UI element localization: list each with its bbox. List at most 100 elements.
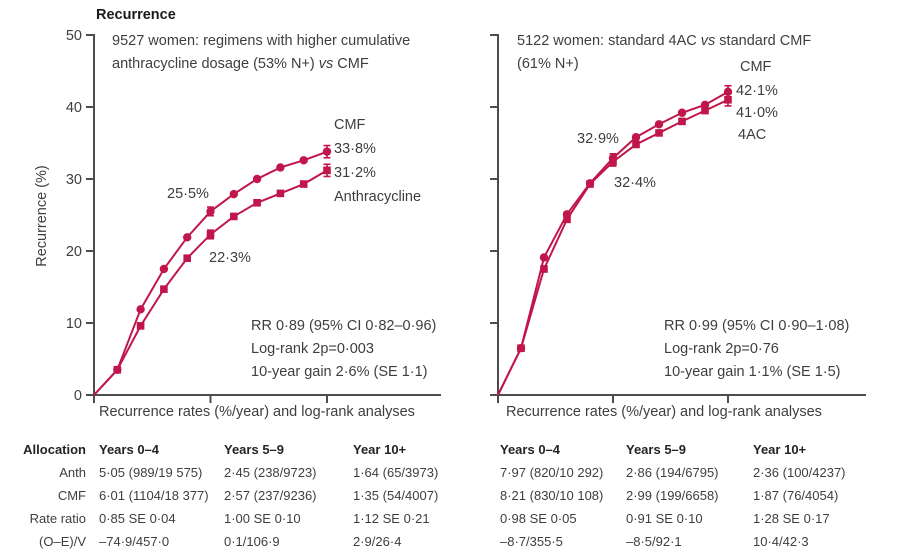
marker-square-4AC [563,215,571,224]
y-tick-label: 20 [66,244,82,260]
left-series1-name-label: CMF [334,117,366,133]
marker-square-4AC [517,344,525,352]
rates-table: Allocation Years 0–4 Years 5–9 Year 10+ … [0,438,901,553]
table-cell: 1·00 SE 0·10 [224,511,301,526]
marker-square-4AC [701,106,709,115]
y-tick-label: 0 [74,388,82,404]
table-col-header: Year 10+ [353,442,407,457]
right-panel-heading-line1: 5122 women: standard 4AC vs standard CMF [517,32,811,50]
table-cell: 2·99 (199/6658) [626,488,719,503]
table-row-header: Allocation [23,442,86,457]
table-col-header: Years 5–9 [626,442,687,457]
marker-square-4AC [678,117,686,126]
right-axis-caption: Recurrence rates (%/year) and log-rank a… [506,404,822,420]
y-axis-label: Recurrence (%) [34,165,50,267]
table-cell: 1·35 (54/4007) [353,488,439,503]
left-stats-gain: 10-year gain 2·6% (SE 1·1) [251,364,428,380]
marker-square-4AC [655,129,663,137]
right-heading-line1-b: standard CMF [715,33,812,49]
marker-square-4AC [724,96,732,104]
marker-square-Anthracycline [136,322,145,330]
right-heading-line1-a: 5122 women: standard 4AC [517,33,701,49]
marker-circle-CMF [183,233,192,242]
right-stats-gain: 10-year gain 1·1% (SE 1·5) [664,364,841,380]
table-row-label: Rate ratio [29,511,86,526]
left-series2-name-label: Anthracycline [334,189,422,205]
table-cell: 7·97 (820/10 292) [500,465,604,480]
left-panel-heading-line2: anthracycline dosage (53% N+) vs CMF [112,55,369,73]
table-cell: –74·9/457·0 [99,534,170,549]
table-row-label: (O–E)/V [39,534,86,549]
table-cell: 1·28 SE 0·17 [753,511,830,526]
table-cell: –8·7/355·5 [500,534,563,549]
marker-square-4AC [540,265,548,273]
figure-title: Recurrence [96,7,176,23]
marker-circle-CMF [631,133,641,142]
table-col-header: Years 0–4 [99,442,160,457]
y-tick-label: 50 [66,28,82,44]
table-cell: –8·5/92·1 [626,534,682,549]
left-heading-line2-a: anthracycline dosage (53% N+) [112,56,319,72]
left-series1-end-value: 33·8% [334,141,376,157]
table-col-header: Years 5–9 [224,442,285,457]
table-cell: 5·05 (989/19 575) [99,465,203,480]
marker-square-Anthracycline [253,198,261,207]
marker-square-Anthracycline [113,366,122,374]
marker-square-4AC [586,180,594,188]
y-tick-label: 30 [66,172,82,188]
table-col-header: Years 0–4 [500,442,561,457]
left-annotation-5yr-series2: 22·3% [209,250,251,266]
right-series2-end-value: 41·0% [736,105,778,121]
left-panel-heading-line1: 9527 women: regimens with higher cumulat… [112,33,411,49]
left-heading-vs: vs [318,56,334,72]
right-series1-name-label: CMF [740,59,772,75]
marker-circle-CMF [136,305,145,314]
left-axis-caption: Recurrence rates (%/year) and log-rank a… [99,404,415,420]
right-panel-heading-line2: (61% N+) [517,56,579,72]
table-cell: 0·85 SE 0·04 [99,511,176,526]
right-series1-end-value: 42·1% [736,83,778,99]
panel-right [490,34,866,403]
table-cell: 0·91 SE 0·10 [626,511,703,526]
right-stats-rr: RR 0·99 (95% CI 0·90–1·08) [664,318,850,334]
table-cell: 2·9/26·4 [353,534,402,549]
left-stats-rr: RR 0·89 (95% CI 0·82–0·96) [251,318,437,334]
left-stats-logrank: Log-rank 2p=0·003 [251,341,374,357]
table-cell: 8·21 (830/10 108) [500,488,604,503]
marker-circle-CMF [322,147,332,156]
marker-square-Anthracycline [206,230,215,239]
marker-circle-CMF [159,264,169,274]
left-annotation-5yr-series1: 25·5% [167,186,209,202]
table-cell: 2·57 (237/9236) [224,488,317,503]
series-line-Anthracycline [93,169,328,396]
table-cell: 2·36 (100/4237) [753,465,846,480]
marker-square-4AC [609,157,617,166]
table-cell: 1·12 SE 0·21 [353,511,430,526]
right-stats-logrank: Log-rank 2p=0·76 [664,341,779,357]
marker-circle-CMF [276,163,285,172]
table-row-label: CMF [57,488,86,503]
marker-square-Anthracycline [183,254,191,262]
table-row-label: Anth [59,465,86,480]
left-series2-end-value: 31·2% [334,165,376,181]
marker-circle-CMF [206,207,215,216]
table-cell: 2·86 (194/6795) [626,465,719,480]
recurrence-charts: 0 10 20 30 40 50 [66,28,866,404]
marker-square-Anthracycline [299,180,308,188]
right-annotation-5yr-series1: 32·9% [577,131,619,147]
marker-square-Anthracycline [276,189,285,198]
right-heading-vs: vs [700,33,716,49]
table-cell: 10·4/42·3 [753,534,809,549]
marker-square-4AC [632,140,640,149]
table-cell: 1·64 (65/3973) [353,465,439,480]
marker-circle-CMF [654,120,664,129]
marker-circle-CMF [252,174,262,184]
marker-circle-CMF [539,253,549,262]
table-col-header: Year 10+ [753,442,807,457]
marker-square-Anthracycline [323,166,331,175]
right-series2-name-label: 4AC [738,127,767,143]
left-heading-line2-b: CMF [333,56,369,72]
table-cell: 0·98 SE 0·05 [500,511,577,526]
y-tick-label: 40 [66,100,82,116]
